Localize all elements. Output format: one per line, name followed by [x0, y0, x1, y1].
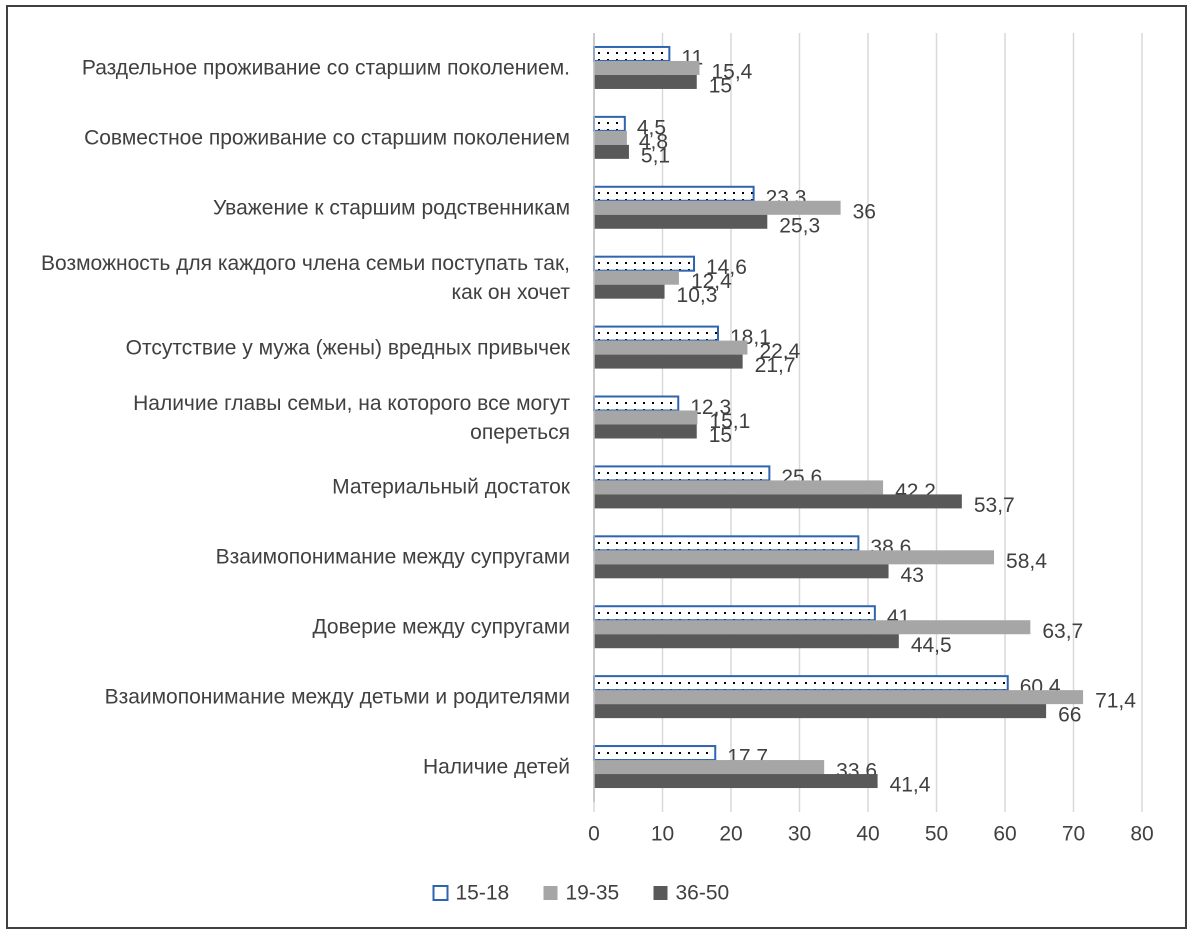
bar	[594, 774, 878, 789]
bar	[594, 74, 697, 89]
value-label: 63,7	[1042, 620, 1083, 643]
value-label: 41,4	[890, 774, 931, 797]
bar	[594, 634, 899, 649]
bar	[593, 185, 755, 202]
x-tick-label: 0	[588, 823, 600, 846]
bar	[594, 130, 627, 145]
bar	[594, 270, 679, 285]
value-label: 43	[901, 564, 924, 587]
bar	[593, 395, 680, 412]
x-tick-label: 10	[651, 823, 674, 846]
bar	[593, 745, 717, 762]
value-label: 66	[1058, 704, 1081, 727]
bar	[594, 214, 768, 229]
x-tick-label: 50	[925, 823, 948, 846]
bar	[594, 410, 698, 425]
value-label: 12,4	[691, 270, 732, 293]
bar	[594, 340, 748, 355]
value-label: 14,6	[706, 256, 747, 279]
value-label: 44,5	[911, 634, 952, 657]
bar	[594, 690, 1084, 705]
category-label: Уважение к старшим родственникам	[213, 196, 570, 220]
value-label: 58,4	[1006, 550, 1047, 573]
value-label: 15	[709, 75, 732, 98]
category-label: Доверие между супругами	[312, 615, 570, 639]
bar	[594, 200, 841, 215]
bar	[594, 480, 884, 495]
value-label: 5,1	[641, 144, 670, 167]
category-label: Наличие детей	[422, 755, 570, 779]
legend-label: 36-50	[676, 882, 730, 905]
bar	[593, 115, 626, 132]
legend-label: 19-35	[566, 882, 620, 905]
x-tick-label: 60	[993, 823, 1016, 846]
value-label: 25,3	[779, 214, 820, 237]
bar	[593, 255, 696, 272]
x-tick-label: 20	[719, 823, 742, 846]
category-label: Возможность для каждого члена семьи пост…	[41, 251, 570, 304]
bar	[594, 760, 825, 775]
x-tick-label: 80	[1130, 823, 1153, 846]
bar	[593, 465, 771, 482]
legend-label: 15-18	[456, 882, 510, 905]
bar	[593, 675, 1009, 692]
bar	[593, 605, 876, 622]
x-tick-label: 70	[1062, 823, 1085, 846]
category-label: Наличие главы семьи, на которого все мог…	[133, 391, 570, 444]
x-tick-label: 40	[856, 823, 879, 846]
value-label: 22,4	[759, 340, 800, 363]
bar	[594, 354, 743, 369]
value-label: 15	[709, 424, 732, 447]
category-label: Отсутствие у мужа (жены) вредных привыче…	[125, 336, 570, 360]
value-label: 4,5	[637, 116, 666, 139]
value-label: 15,4	[711, 61, 752, 84]
value-label: 53,7	[974, 494, 1015, 517]
category-label: Раздельное проживание со старшим поколен…	[81, 56, 570, 80]
legend-swatch	[653, 886, 668, 900]
bar	[594, 494, 962, 509]
bar	[593, 45, 671, 62]
bar	[593, 325, 719, 342]
category-label: Взаимопонимание между детьми и родителям…	[104, 685, 570, 709]
bar	[594, 704, 1047, 719]
bar	[594, 144, 629, 159]
bar	[593, 535, 860, 552]
value-label: 10,3	[677, 284, 718, 307]
value-label: 15,1	[709, 410, 750, 433]
bar	[594, 60, 700, 75]
bar	[594, 564, 889, 579]
bar	[594, 620, 1031, 635]
bar	[594, 284, 665, 299]
category-label: Совместное проживание со старшим поколен…	[84, 126, 570, 150]
category-label: Материальный достаток	[332, 475, 570, 499]
legend-swatch	[432, 885, 449, 901]
value-label: 12,3	[690, 396, 731, 419]
bar	[594, 424, 697, 439]
category-label: Взаимопонимание между супругами	[215, 545, 570, 569]
value-label: 36	[853, 200, 876, 223]
value-label: 71,4	[1095, 690, 1136, 713]
x-tick-label: 30	[788, 823, 811, 846]
chart-border	[6, 5, 1187, 929]
bar	[594, 550, 995, 565]
value-label: 21,7	[755, 354, 796, 377]
legend-swatch	[543, 886, 558, 900]
value-label: 4,8	[639, 130, 668, 153]
